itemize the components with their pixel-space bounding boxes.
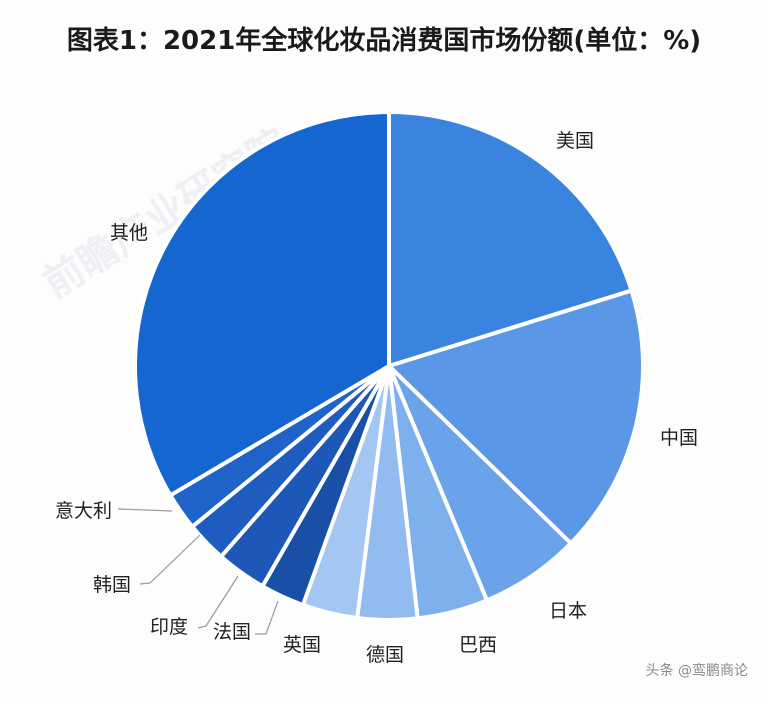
leader-line-france bbox=[255, 600, 279, 635]
leader-line-korea bbox=[139, 534, 201, 585]
slice-label: 其他 bbox=[110, 222, 149, 244]
slice-label: 印度 bbox=[150, 616, 189, 638]
pie-slice-其他 bbox=[133, 110, 391, 498]
source-watermark: 头条 @鸾鹏商论 bbox=[645, 663, 748, 679]
slice-label: 英国 bbox=[283, 634, 322, 656]
slice-label: 日本 bbox=[549, 600, 588, 622]
slice-label: 美国 bbox=[556, 130, 595, 152]
slice-label: 中国 bbox=[660, 427, 699, 449]
slice-label: 法国 bbox=[213, 621, 252, 643]
leader-lines bbox=[117, 508, 279, 635]
chart-title: 图表1：2021年全球化妆品消费国市场份额(单位：%) bbox=[66, 26, 702, 56]
pie-slices bbox=[133, 110, 645, 622]
pie-slice-中国 bbox=[387, 288, 645, 546]
leader-line-italy bbox=[117, 508, 173, 512]
slice-label: 韩国 bbox=[93, 574, 132, 596]
pie-slice-美国 bbox=[387, 110, 634, 368]
slice-label: 意大利 bbox=[55, 500, 113, 522]
slice-label: 德国 bbox=[366, 644, 405, 666]
slice-label: 巴西 bbox=[459, 634, 498, 656]
leader-line-india bbox=[197, 575, 239, 629]
